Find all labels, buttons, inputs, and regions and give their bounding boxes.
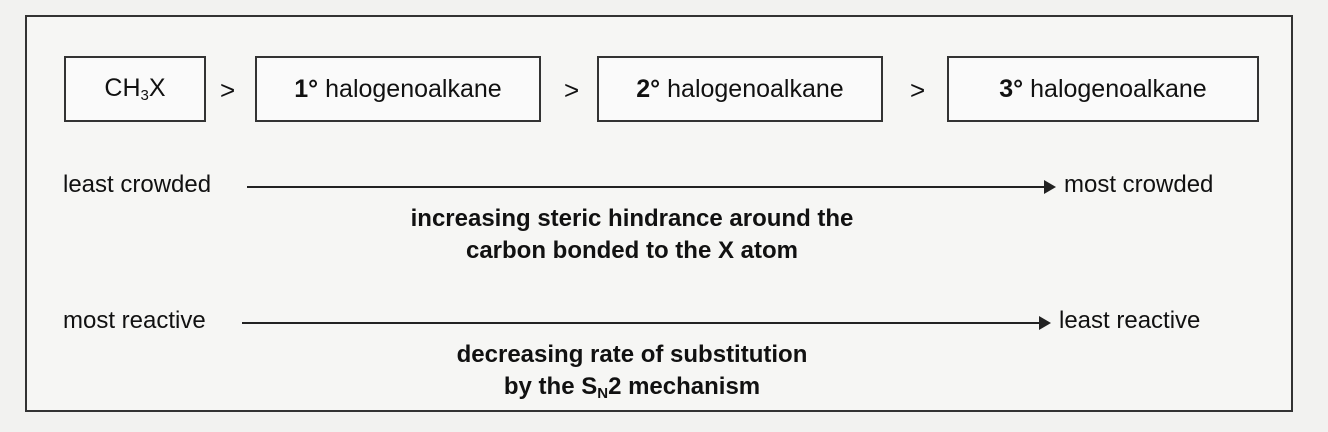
most-reactive-label: most reactive [63, 307, 206, 335]
tertiary-label: halogenoalkane [1030, 75, 1207, 104]
least-reactive-label: least reactive [1059, 307, 1200, 335]
steric-caption-line2: carbon bonded to the X atom [307, 235, 957, 267]
steric-caption: increasing steric hindrance around the c… [307, 203, 957, 267]
greater-than-1: > [220, 75, 235, 106]
box-tertiary-halogenoalkane: 3° halogenoalkane [947, 56, 1259, 122]
least-crowded-label: least crowded [63, 171, 211, 199]
greater-than-3: > [910, 75, 925, 106]
box-secondary-halogenoalkane: 2° halogenoalkane [597, 56, 883, 122]
primary-degree: 1° [294, 75, 318, 104]
box-methyl-halide: CH3X [64, 56, 206, 122]
greater-than-2: > [564, 75, 579, 106]
primary-label: halogenoalkane [325, 75, 502, 104]
methyl-formula: CH3X [104, 74, 165, 104]
reactivity-caption-line2: by the SN2 mechanism [307, 371, 957, 410]
reactivity-caption: decreasing rate of substitution by the S… [307, 339, 957, 410]
diagram-frame: CH3X > 1° halogenoalkane > 2° halogenoal… [25, 15, 1293, 412]
reactivity-caption-line1: decreasing rate of substitution [307, 339, 957, 371]
steric-caption-line1: increasing steric hindrance around the [307, 203, 957, 235]
tertiary-degree: 3° [999, 75, 1023, 104]
steric-arrow [247, 186, 1054, 188]
box-primary-halogenoalkane: 1° halogenoalkane [255, 56, 541, 122]
reactivity-arrow [242, 322, 1049, 324]
most-crowded-label: most crowded [1064, 171, 1213, 199]
secondary-label: halogenoalkane [667, 75, 844, 104]
secondary-degree: 2° [636, 75, 660, 104]
